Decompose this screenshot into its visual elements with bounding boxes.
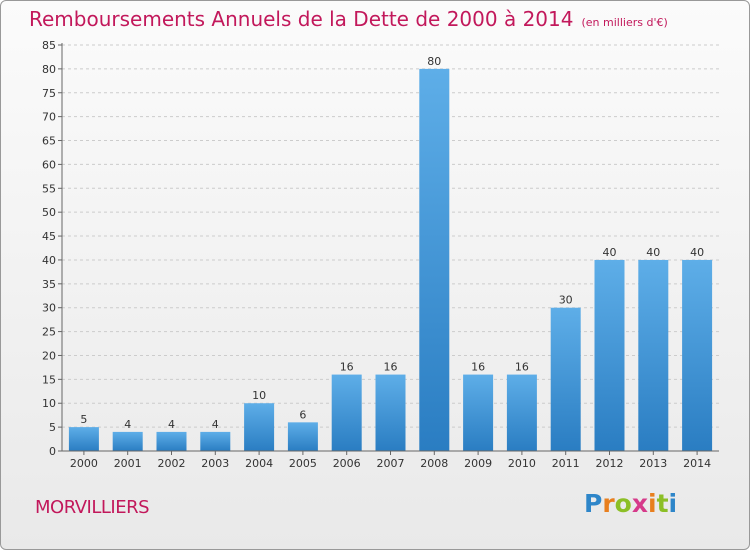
bar-2009 (463, 374, 494, 451)
y-tick-label: 65 (42, 135, 56, 148)
bar-2007 (375, 374, 406, 451)
bar-2003 (200, 431, 231, 451)
x-tick-label-2008: 2008 (420, 457, 448, 470)
x-axis-ticks: 2000 2001 2002 2003 2004 2005 2006 2007 2008 2009… (70, 451, 711, 470)
y-axis-ticks: 0 5 10 15 20 25 30 35 40 45 50 55 60 65 70 75 80 85 (42, 39, 62, 458)
bar-2014 (682, 259, 713, 451)
y-tick-label: 30 (42, 302, 56, 315)
y-tick-label: 20 (42, 349, 56, 362)
data-label-2007: 16 (384, 361, 398, 374)
chart-subtitle: (en milliers d'€) (581, 16, 668, 29)
y-tick-label: 60 (42, 158, 56, 171)
x-tick-label-2005: 2005 (289, 457, 317, 470)
bar-2000 (68, 427, 99, 451)
data-label-2003: 4 (212, 418, 219, 431)
data-label-2011: 30 (559, 294, 573, 307)
data-label-2009: 16 (471, 361, 485, 374)
y-tick-label: 80 (42, 63, 56, 76)
x-tick-label-2011: 2011 (552, 457, 580, 470)
y-tick-label: 5 (49, 421, 56, 434)
bar-2006 (331, 374, 362, 451)
chart-title-text: Remboursements Annuels de la Dette de 20… (29, 7, 574, 31)
y-tick-label: 45 (42, 230, 56, 243)
bars (68, 68, 713, 451)
chart-title: Remboursements Annuels de la Dette de 20… (29, 7, 668, 31)
x-tick-label-2002: 2002 (158, 457, 186, 470)
bar-2013 (638, 259, 669, 451)
y-tick-label: 15 (42, 373, 56, 386)
x-tick-label-2013: 2013 (639, 457, 667, 470)
bar-2012 (594, 259, 625, 451)
data-label-2008: 80 (427, 55, 441, 68)
y-tick-label: 55 (42, 182, 56, 195)
y-tick-label: 10 (42, 397, 56, 410)
x-tick-label-2010: 2010 (508, 457, 536, 470)
bar-2004 (244, 403, 275, 451)
x-tick-label-2001: 2001 (114, 457, 142, 470)
data-label-2000: 5 (80, 413, 87, 426)
bar-2001 (112, 431, 143, 451)
data-label-2005: 6 (299, 408, 306, 421)
y-tick-label: 50 (42, 206, 56, 219)
y-tick-label: 70 (42, 111, 56, 124)
x-tick-label-2014: 2014 (683, 457, 711, 470)
bar-2008 (419, 68, 450, 451)
y-tick-label: 0 (49, 445, 56, 458)
y-tick-label: 35 (42, 278, 56, 291)
proxiti-logo: Proxiti (584, 489, 678, 518)
x-tick-label-2000: 2000 (70, 457, 98, 470)
x-tick-label-2003: 2003 (201, 457, 229, 470)
x-tick-label-2006: 2006 (333, 457, 361, 470)
bar-2005 (287, 422, 318, 451)
data-label-2004: 10 (252, 389, 266, 402)
x-tick-label-2007: 2007 (377, 457, 405, 470)
x-tick-label-2004: 2004 (245, 457, 273, 470)
bar-2002 (156, 431, 187, 451)
commune-name: MORVILLIERS (35, 497, 150, 518)
data-label-2010: 16 (515, 361, 529, 374)
bar-2011 (550, 307, 581, 451)
data-label-2006: 16 (340, 361, 354, 374)
data-label-2013: 40 (646, 246, 660, 259)
x-tick-label-2009: 2009 (464, 457, 492, 470)
data-label-2002: 4 (168, 418, 175, 431)
data-label-2001: 4 (124, 418, 131, 431)
data-label-2012: 40 (603, 246, 617, 259)
y-tick-label: 40 (42, 254, 56, 267)
y-tick-label: 75 (42, 87, 56, 100)
bar-2010 (506, 374, 537, 451)
data-labels: 5 4 4 4 10 6 16 16 80 16 16 30 40 40 40 (80, 55, 704, 431)
x-tick-label-2012: 2012 (596, 457, 624, 470)
y-tick-label: 25 (42, 326, 56, 339)
data-label-2014: 40 (690, 246, 704, 259)
y-tick-label: 85 (42, 39, 56, 52)
